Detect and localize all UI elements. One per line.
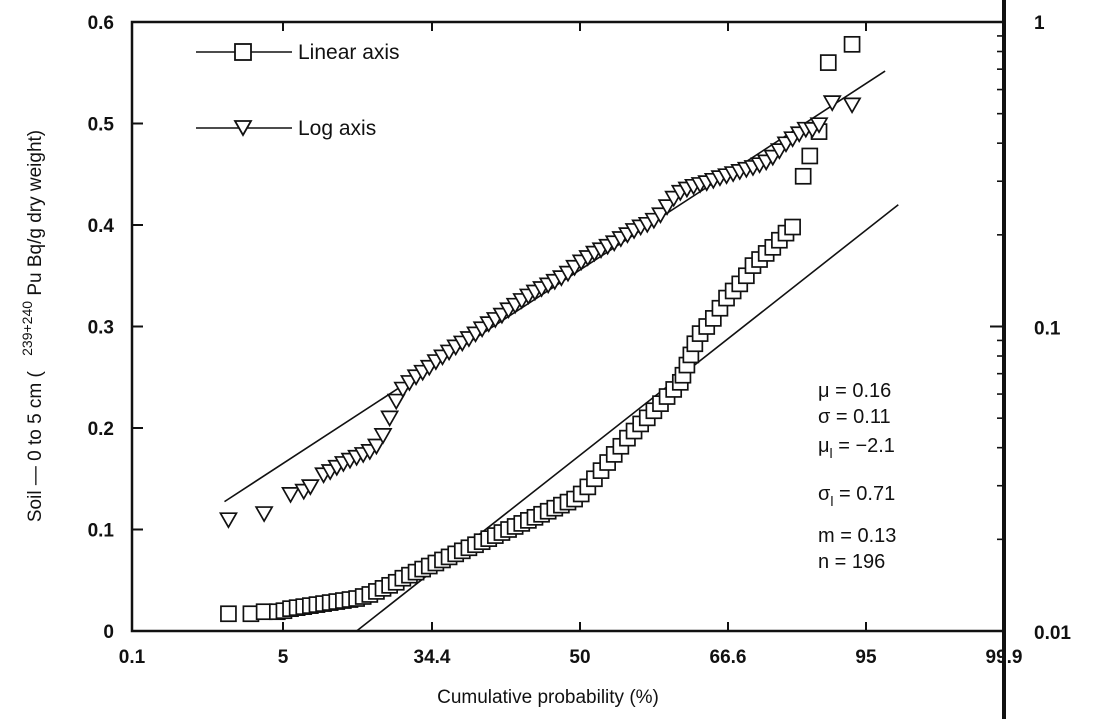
stat-line: μl = −2.1	[818, 435, 895, 461]
stat-subscript: l	[830, 445, 833, 461]
data-point-triangle	[657, 199, 677, 216]
stat-symbol: σ	[818, 406, 831, 428]
stat-value: = 0.16	[830, 380, 892, 402]
x-tick-label: 95	[855, 647, 877, 668]
stat-symbol: μ	[818, 435, 830, 457]
stat-value: = 196	[829, 551, 885, 573]
stat-value: = 0.71	[833, 483, 895, 505]
data-point-square	[794, 167, 812, 185]
data-point-triangle	[373, 428, 393, 445]
data-point-triangle	[842, 97, 862, 115]
x-tick-label: 50	[569, 647, 590, 668]
stat-symbol: m	[818, 525, 835, 547]
legend-entry-linear: Linear axis	[196, 41, 400, 64]
stat-line: μ = 0.16	[818, 380, 891, 402]
square-marker-icon	[234, 43, 252, 61]
y-tick-label-right: 1	[1034, 13, 1045, 34]
stat-symbol: n	[818, 551, 829, 573]
legend: Linear axis Log axis	[196, 41, 400, 140]
y-tick-label-left: 0.1	[88, 521, 115, 542]
x-tick-label: 5	[278, 647, 289, 668]
data-point-triangle	[218, 512, 238, 529]
data-point-square	[819, 54, 837, 71]
stat-value: = −2.1	[833, 435, 895, 457]
y-tick-label-left: 0.6	[88, 13, 114, 34]
x-tick-label: 0.1	[119, 647, 146, 668]
y-tick-label-right: 0.01	[1034, 623, 1071, 644]
stat-line: σl = 0.71	[818, 483, 895, 509]
data-point-square	[784, 218, 801, 236]
data-points-layer	[218, 35, 862, 623]
y-axis-label-superscript: 239+240	[19, 301, 35, 356]
y-tick-label-left: 0	[103, 622, 114, 643]
y-axis-label-suffix: Pu Bq/g dry weight)	[25, 130, 46, 296]
y-tick-label-left: 0.3	[88, 318, 114, 339]
data-point-square	[843, 35, 861, 53]
y-tick-label-left: 0.5	[88, 115, 115, 136]
data-point-triangle	[809, 117, 829, 134]
data-point-triangle	[380, 410, 400, 428]
triangle-down-marker-icon	[233, 120, 253, 137]
x-axis-label: Cumulative probability (%)	[437, 687, 659, 708]
fit-lines-layer	[224, 70, 899, 632]
data-point-triangle	[366, 438, 386, 456]
stat-symbol: μ	[818, 380, 830, 402]
legend-label-log: Log axis	[298, 117, 376, 140]
y-axis-label: Soil — 0 to 5 cm ( 239+240 Pu Bq/g dry w…	[16, 130, 46, 522]
data-point-square	[801, 147, 819, 165]
data-point-triangle	[386, 393, 406, 411]
y-tick-label-right: 0.1	[1034, 319, 1061, 340]
stat-line: m = 0.13	[818, 525, 896, 547]
stat-line: n = 196	[818, 551, 885, 573]
y-axis-label-prefix: Soil — 0 to 5 cm (	[25, 370, 46, 522]
data-point-triangle	[822, 95, 842, 112]
legend-entry-log: Log axis	[196, 117, 376, 140]
y-tick-label-left: 0.2	[88, 419, 114, 440]
stat-line: σ = 0.11	[818, 406, 891, 428]
data-point-triangle	[281, 487, 301, 504]
y-tick-label-left: 0.4	[88, 216, 115, 237]
x-tick-label: 34.4	[414, 647, 451, 668]
x-tick-label: 99.9	[986, 647, 1023, 668]
tick-labels-layer: 0.1 5 34.4 50 66.6 95 99.900.10.20.30.40.50.6 1…	[88, 13, 1072, 668]
stat-subscript: l	[830, 493, 833, 509]
data-point-triangle	[651, 207, 670, 224]
stat-symbol: σ	[818, 483, 831, 505]
data-point-triangle	[300, 479, 320, 496]
legend-label-linear: Linear axis	[298, 41, 400, 64]
data-point-triangle	[254, 506, 274, 523]
x-tick-label: 66.6	[710, 647, 747, 668]
stat-value: = 0.13	[835, 525, 897, 547]
stat-value: = 0.11	[830, 406, 890, 428]
data-point-square	[220, 605, 237, 623]
